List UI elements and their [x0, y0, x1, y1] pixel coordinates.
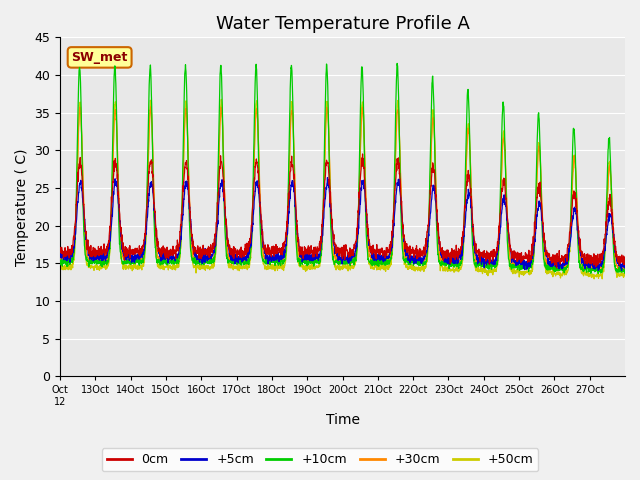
Title: Water Temperature Profile A: Water Temperature Profile A	[216, 15, 470, 33]
Legend: 0cm, +5cm, +10cm, +30cm, +50cm: 0cm, +5cm, +10cm, +30cm, +50cm	[102, 448, 538, 471]
X-axis label: Time: Time	[326, 413, 360, 427]
Y-axis label: Temperature ( C): Temperature ( C)	[15, 148, 29, 265]
Text: SW_met: SW_met	[72, 51, 128, 64]
